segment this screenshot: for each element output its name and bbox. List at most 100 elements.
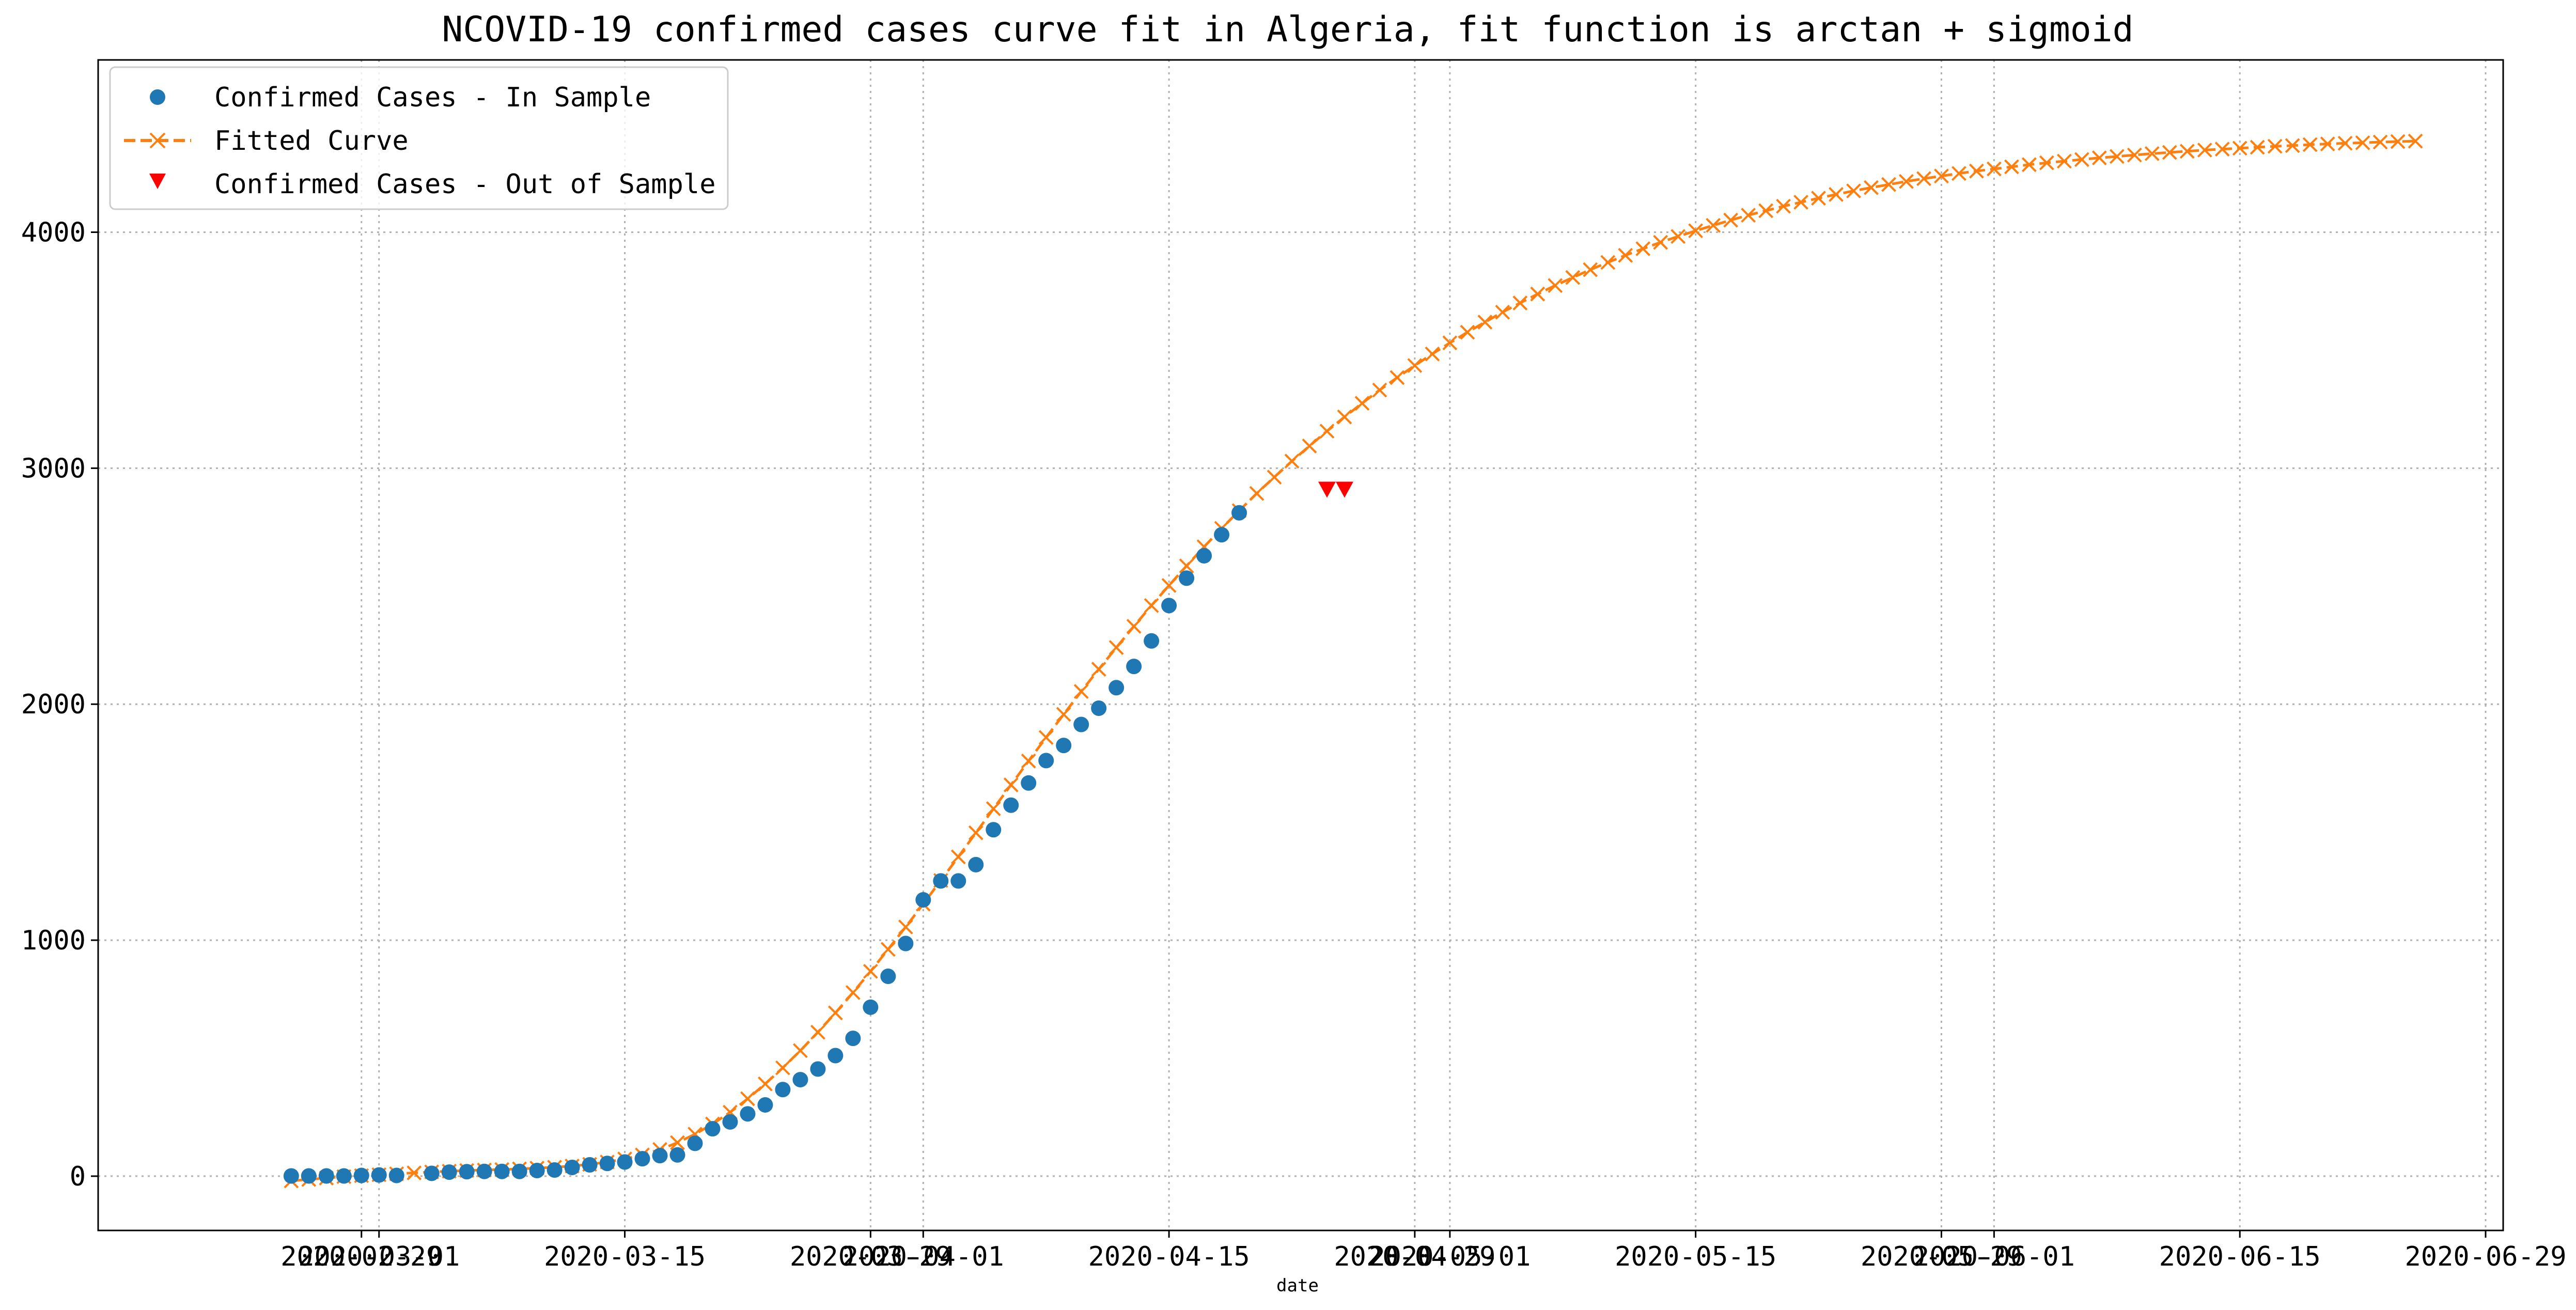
in-sample-point [1144,633,1160,649]
fitted-point [1372,382,1387,398]
fitted-point [2162,145,2177,160]
in-sample-point [283,1168,299,1184]
out-of-sample-point [1335,481,1353,498]
in-sample-point [353,1167,369,1183]
legend: Confirmed Cases - In Sample Fitted Curve… [109,66,729,210]
in-sample-point [424,1165,440,1181]
fitted-point [1109,640,1124,655]
fitted-point [1829,186,1844,202]
y-tick-label: 0 [70,1161,86,1192]
in-sample-point [1109,680,1125,696]
fitted-point [863,963,878,979]
in-sample-point [652,1148,668,1164]
fitted-point [1442,335,1458,351]
fitted-point [2232,141,2247,156]
x-tick-label: 2020-06-01 [1913,1241,2075,1272]
fitted-point [2320,136,2335,152]
in-sample-point [950,873,966,889]
fitted-point [1161,578,1177,593]
grid-layer [98,60,2503,1230]
in-sample-point [1003,797,1019,813]
in-sample-point [1161,598,1177,614]
fitted-point [1267,470,1282,485]
in-sample-point [1126,659,1142,675]
fitted-point [1741,208,1756,223]
in-sample-point [529,1162,545,1178]
fitted-point [1284,454,1300,469]
fitted-point [1530,286,1545,302]
x-axis-label: date [1276,1275,1319,1296]
fitted-point [810,1024,825,1040]
fitted-point [1987,161,2002,177]
in-sample-point [388,1167,404,1183]
chart-title: NCOVID-19 confirmed cases curve fit in A… [442,9,2133,50]
fitted-point [2408,133,2423,149]
fitted-point [1635,241,1651,256]
in-sample-point [1231,505,1247,521]
fitted-point [740,1091,755,1106]
fitted-point [1793,195,1808,210]
x-tick-label: 2020-06-15 [2159,1241,2321,1272]
x-tick-label: 2020-04-15 [1088,1241,1250,1272]
x-tick-label: 2020-02-29 [280,1241,442,1272]
in-sample-point [459,1164,475,1180]
in-sample-point [1179,570,1195,586]
x-tick-label: 2020-03-01 [298,1241,460,1272]
fitted-point [2109,149,2125,164]
fitted-point [1618,247,1633,263]
fitted-point [1969,163,1984,179]
x-tick-label: 2020-04-01 [842,1241,1004,1272]
legend-label-in-sample: Confirmed Cases - In Sample [214,82,651,113]
in-sample-point [564,1160,580,1176]
x-tick-label: 2020-05-01 [1369,1241,1531,1272]
fitted-point [1864,180,1879,195]
fitted-point [407,1165,422,1180]
fitted-point [828,1005,843,1021]
fitted-point [1688,223,1704,239]
fitted-point [898,919,913,934]
fitted-point [2250,139,2265,155]
fitted-point [1460,324,1475,340]
fitted-point [1425,346,1440,362]
fitted-point [1249,486,1264,501]
fitted-point [2197,143,2212,158]
fitted-point [2056,153,2072,169]
fitted-point [1354,396,1370,411]
fitted-point [1390,370,1405,385]
in-sample-point [1091,700,1107,716]
fitted-point [2285,138,2300,153]
fitted-point [1600,255,1616,270]
fitted-point [758,1076,773,1091]
in-sample-point [1038,753,1054,769]
in-sample-point [828,1048,844,1064]
in-sample-point [687,1135,703,1151]
fitted-point [2214,142,2230,157]
fitted-point [1583,262,1598,277]
legend-marker-fitted-x [149,132,166,149]
in-sample-point [318,1168,334,1184]
in-sample-point [441,1164,457,1180]
in-sample-point [740,1106,756,1122]
marks-layer [283,133,2423,1189]
fitted-point [2179,144,2195,159]
x-tick-label: 2020-06-29 [2405,1241,2566,1272]
in-sample-point [705,1121,721,1137]
fitted-point [968,825,983,840]
in-sample-point [898,935,914,952]
in-sample-point [880,968,896,984]
fitted-point [1565,270,1581,285]
in-sample-point [968,856,984,872]
in-sample-point [757,1097,773,1113]
fitted-point [1899,174,1914,189]
in-sample-point [775,1082,791,1098]
fitted-point [986,801,1001,817]
fitted-point [1846,183,1861,198]
fitted-point [670,1135,685,1150]
fitted-point [1144,598,1159,613]
in-sample-point [669,1147,685,1163]
legend-marker-in-sample [150,89,165,105]
in-sample-point [915,892,931,908]
fitted-point [2337,135,2353,151]
y-tick-label: 2000 [21,689,86,720]
fitted-point [1495,304,1510,320]
